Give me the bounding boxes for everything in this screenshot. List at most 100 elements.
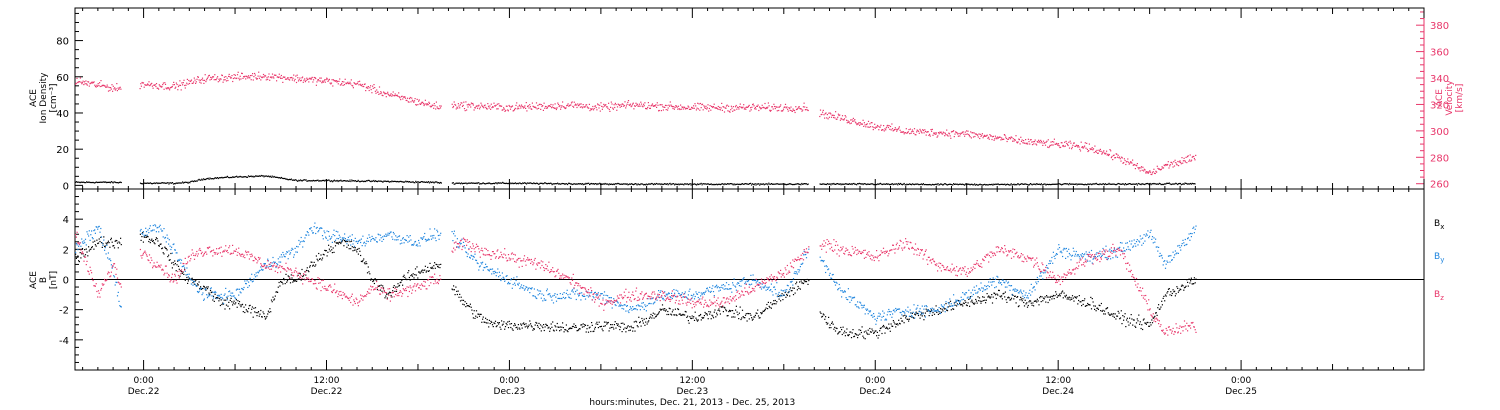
velocity-series-point (642, 106, 644, 108)
velocity-series-point (514, 107, 516, 109)
density-series-point (412, 181, 414, 183)
velocity-series-point (720, 107, 722, 109)
bx-series-point (1129, 317, 1131, 319)
bx-series-point (596, 321, 598, 323)
density-series-point (878, 183, 881, 185)
bx-series-point (1157, 307, 1159, 309)
density-series-point (394, 180, 396, 182)
velocity-series-point (280, 74, 282, 77)
by-series-point (289, 253, 291, 255)
bx-series-point (341, 240, 343, 242)
velocity-series-point (233, 74, 235, 76)
by-series-point (357, 242, 359, 244)
velocity-series-point (374, 87, 376, 89)
velocity-series-point (209, 79, 211, 81)
bx-series-point (495, 326, 497, 328)
velocity-series-point (784, 103, 787, 105)
bx-series-point (248, 305, 250, 307)
velocity-series-point (175, 82, 177, 84)
velocity-series-point (830, 113, 832, 115)
bx-series-point (313, 261, 315, 263)
bx-series-point (933, 313, 936, 315)
density-series-point (640, 183, 642, 185)
velocity-series-point (243, 76, 245, 78)
velocity-series-point (269, 76, 271, 78)
velocity-series-point (156, 87, 158, 89)
bx-series-point (1156, 314, 1158, 316)
velocity-series-point (247, 77, 249, 79)
bx-series-point (397, 283, 399, 285)
velocity-series-point (297, 77, 299, 79)
density-series-point (609, 183, 611, 185)
velocity-series-point (750, 107, 752, 109)
density-series-point (666, 183, 668, 185)
bx-series-point (664, 308, 666, 310)
velocity-series-point (897, 128, 899, 130)
velocity-series-point (1169, 164, 1171, 166)
velocity-series-point (798, 106, 800, 108)
bx-series-point (691, 315, 693, 317)
bx-series-point (764, 309, 766, 312)
velocity-series-point (517, 106, 519, 108)
velocity-series-point (512, 110, 514, 112)
density-series-point (557, 183, 560, 185)
legend-Bz: Bz (1434, 290, 1444, 302)
by-series-point (607, 301, 609, 303)
velocity-series-point (725, 105, 728, 107)
velocity-series-point (776, 106, 778, 108)
velocity-series-point (114, 87, 116, 89)
velocity-series-point (525, 102, 527, 104)
bx-series-point (328, 248, 330, 250)
density-series-point (1101, 183, 1103, 186)
bx-series-point (947, 306, 949, 308)
bx-series-point (408, 276, 410, 279)
density-series-point (1013, 183, 1015, 185)
velocity-series-point (854, 119, 856, 121)
density-series-point (780, 183, 782, 185)
by-series-point (457, 246, 459, 248)
density-series-point (382, 181, 384, 183)
density-series-point (827, 183, 829, 185)
density-series-point (1077, 183, 1079, 185)
velocity-series-point (757, 104, 759, 106)
bx-series-point (409, 279, 411, 281)
bx-series-point (173, 264, 175, 266)
by-series-point (366, 237, 369, 239)
velocity-series-point (85, 80, 87, 82)
velocity-series-point (113, 88, 115, 90)
density-series-point (899, 182, 902, 185)
by-series-point (584, 298, 587, 300)
density-series-point (94, 182, 96, 184)
density-series-point (974, 183, 976, 185)
velocity-series-point (627, 100, 630, 102)
bx-series-point (177, 265, 180, 267)
velocity-series-point (288, 78, 290, 81)
density-series-point (546, 183, 549, 185)
bx-series-point (540, 330, 542, 332)
velocity-series-point (867, 126, 869, 128)
bx-series-point (1039, 295, 1042, 298)
density-series-point (177, 182, 179, 184)
velocity-series-point (824, 117, 826, 119)
bx-series-point (989, 297, 991, 299)
bx-series-point (142, 241, 144, 243)
velocity-series-point (155, 83, 158, 85)
velocity-series-point (1146, 172, 1148, 174)
velocity-series-point (765, 108, 767, 110)
velocity-series-point (1129, 162, 1131, 164)
density-series-point (492, 183, 494, 185)
density-series-point (114, 181, 116, 183)
velocity-series-point (182, 82, 184, 84)
density-series-point (764, 183, 766, 185)
by-series-point (632, 306, 634, 308)
bx-series-point (1008, 297, 1010, 299)
density-series-point (1109, 183, 1111, 185)
by-series-point (264, 263, 266, 265)
bx-series-point (518, 327, 520, 329)
velocity-series-point (460, 102, 462, 104)
density-series-point (230, 176, 232, 179)
density-series-point (675, 183, 677, 185)
velocity-series-point (1025, 143, 1027, 145)
density-series-point (685, 183, 688, 185)
bx-series-point (534, 324, 536, 326)
